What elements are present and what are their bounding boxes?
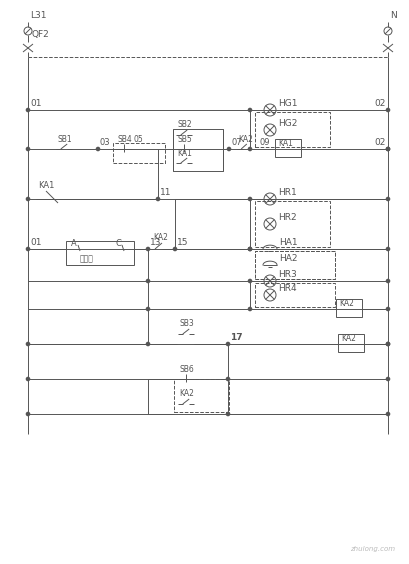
Circle shape — [27, 197, 29, 201]
Circle shape — [146, 248, 150, 250]
Circle shape — [27, 342, 29, 346]
Circle shape — [387, 147, 390, 151]
Text: HG2: HG2 — [278, 119, 297, 128]
Text: 13: 13 — [150, 238, 162, 247]
Circle shape — [248, 248, 252, 250]
Text: SB3: SB3 — [179, 319, 194, 328]
Circle shape — [248, 197, 252, 201]
Text: HG1: HG1 — [278, 99, 297, 108]
Bar — [275, 139, 301, 157]
Circle shape — [227, 412, 229, 416]
Text: KA2: KA2 — [238, 135, 253, 144]
Circle shape — [387, 307, 390, 311]
Text: HA2: HA2 — [279, 254, 297, 263]
Circle shape — [387, 279, 390, 283]
Text: KA2: KA2 — [339, 299, 354, 308]
Text: HR1: HR1 — [278, 188, 297, 197]
Text: KA1: KA1 — [278, 139, 293, 148]
Circle shape — [387, 342, 390, 346]
Text: 变频器: 变频器 — [80, 254, 94, 263]
Circle shape — [387, 412, 390, 416]
Bar — [336, 299, 362, 317]
Circle shape — [146, 342, 150, 346]
Circle shape — [248, 279, 252, 283]
Text: A: A — [71, 239, 77, 248]
Bar — [255, 283, 335, 307]
Text: KA2: KA2 — [153, 233, 168, 242]
Text: C: C — [116, 239, 122, 248]
Text: 02: 02 — [374, 138, 385, 147]
Circle shape — [156, 197, 160, 201]
Text: SB4: SB4 — [117, 135, 132, 144]
Bar — [255, 201, 330, 247]
Text: SB5: SB5 — [177, 135, 192, 144]
Circle shape — [27, 147, 29, 151]
Text: SB1: SB1 — [57, 135, 72, 144]
Circle shape — [27, 377, 29, 381]
Text: KA1: KA1 — [38, 181, 54, 190]
Text: HR2: HR2 — [278, 213, 297, 222]
Circle shape — [248, 307, 252, 311]
Circle shape — [227, 147, 231, 151]
Text: 05: 05 — [134, 135, 144, 144]
Bar — [338, 334, 364, 352]
Circle shape — [227, 342, 229, 346]
Circle shape — [248, 147, 252, 151]
Text: HR4: HR4 — [278, 284, 297, 293]
Text: L31: L31 — [30, 11, 47, 20]
Text: zhulong.com: zhulong.com — [350, 546, 395, 552]
Text: KA2: KA2 — [341, 334, 356, 343]
Text: SB2: SB2 — [177, 120, 192, 129]
Bar — [255, 251, 335, 279]
Text: 17: 17 — [230, 333, 243, 342]
Text: SB6: SB6 — [179, 365, 194, 374]
Text: 15: 15 — [177, 238, 189, 247]
Text: QF2: QF2 — [32, 30, 50, 39]
Circle shape — [248, 248, 252, 250]
Circle shape — [146, 307, 150, 311]
Text: 02: 02 — [374, 99, 385, 108]
Circle shape — [27, 248, 29, 250]
Circle shape — [97, 147, 100, 151]
Text: 03: 03 — [100, 138, 110, 147]
Circle shape — [146, 279, 150, 283]
Text: N: N — [390, 11, 397, 20]
Bar — [173, 129, 223, 171]
Text: 09: 09 — [259, 138, 270, 147]
Bar — [66, 241, 134, 265]
Circle shape — [387, 248, 390, 250]
Text: KA2: KA2 — [179, 389, 194, 398]
Text: HR3: HR3 — [278, 270, 297, 279]
Circle shape — [173, 248, 177, 250]
Circle shape — [227, 377, 229, 381]
Circle shape — [387, 342, 390, 346]
Circle shape — [387, 147, 390, 151]
Circle shape — [27, 412, 29, 416]
Text: 01: 01 — [30, 238, 41, 247]
Text: 11: 11 — [160, 188, 171, 197]
Circle shape — [387, 377, 390, 381]
Bar — [113, 143, 165, 163]
Circle shape — [248, 108, 252, 112]
Bar — [174, 379, 229, 412]
Text: 07: 07 — [231, 138, 242, 147]
Bar — [255, 251, 335, 279]
Text: KA1: KA1 — [177, 149, 192, 158]
Text: HA1: HA1 — [279, 238, 298, 247]
Circle shape — [387, 197, 390, 201]
Circle shape — [27, 108, 29, 112]
Bar — [255, 112, 330, 147]
Circle shape — [387, 108, 390, 112]
Text: 01: 01 — [30, 99, 41, 108]
